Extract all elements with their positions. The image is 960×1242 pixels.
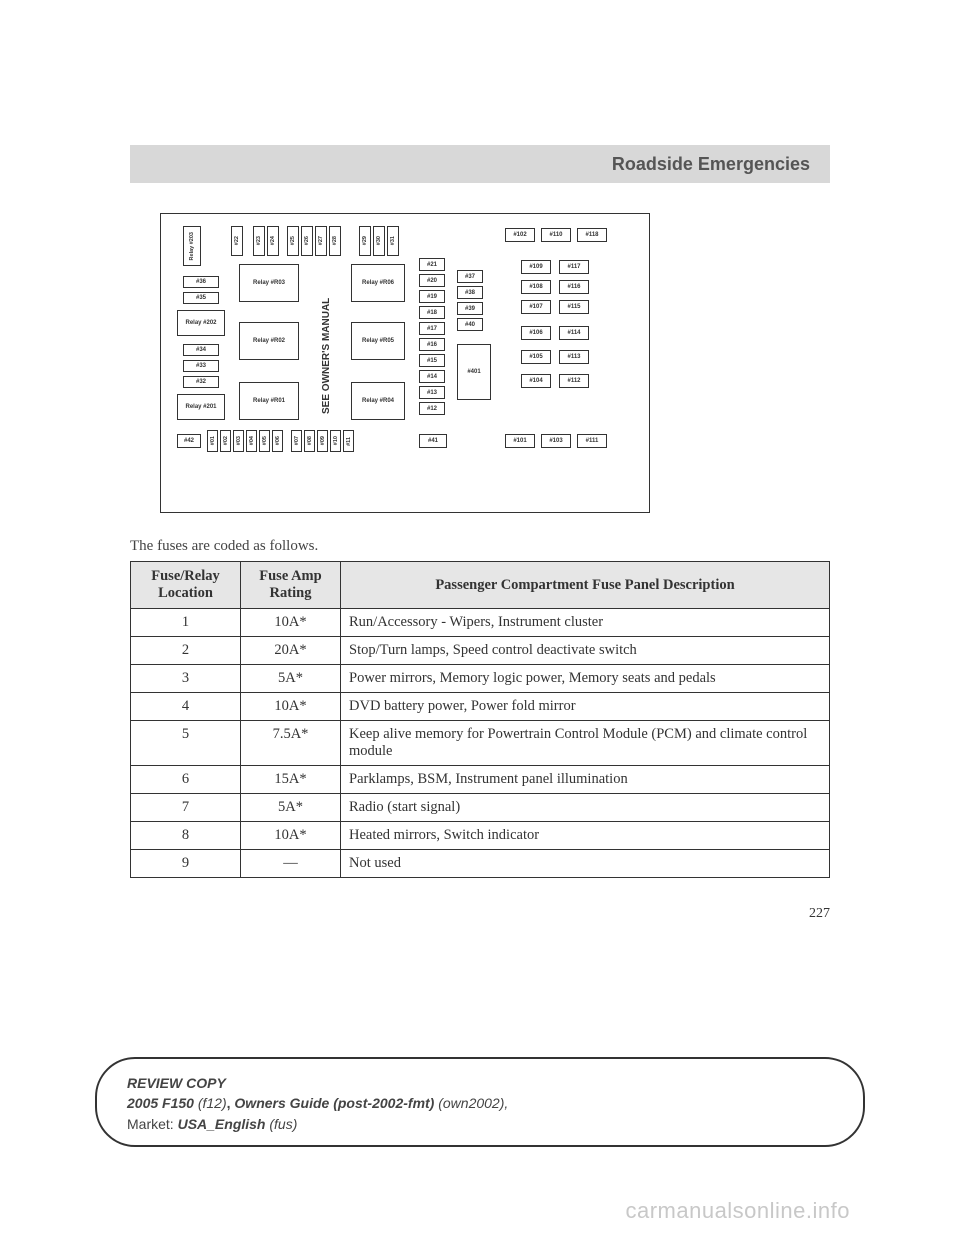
fuse-box: #21 [419,258,445,271]
fuse-box: #401 [457,344,491,400]
fuse-box: #18 [419,306,445,319]
table-row: 410A*DVD battery power, Power fold mirro… [131,693,830,721]
fuse-box: Relay #R03 [239,264,299,302]
fuse-box: #101 [505,434,535,448]
fuse-box: #06 [272,430,283,452]
fuse-box: #117 [559,260,589,274]
fuse-box: #111 [577,434,607,448]
fuse-box: #31 [387,226,399,256]
table-row: 57.5A*Keep alive memory for Powertrain C… [131,721,830,766]
fuse-box: #17 [419,322,445,335]
fuse-box: #114 [559,326,589,340]
fuse-box: #106 [521,326,551,340]
fuse-box: Relay #203 [183,226,201,266]
fuse-box: #103 [541,434,571,448]
fuse-box: #02 [220,430,231,452]
th-desc: Passenger Compartment Fuse Panel Descrip… [341,562,830,609]
watermark: carmanualsonline.info [625,1198,850,1224]
fuse-box: #26 [301,226,313,256]
fuse-box: Relay #R01 [239,382,299,420]
fuse-box: #112 [559,374,589,388]
fuse-box: #109 [521,260,551,274]
fuse-box: #107 [521,300,551,314]
fuse-box: #19 [419,290,445,303]
fuse-box: #01 [207,430,218,452]
intro-text: The fuses are coded as follows. [130,538,830,555]
fuse-box: Relay #R04 [351,382,405,420]
table-row: 75A*Radio (start signal) [131,794,830,822]
fuse-box: #14 [419,370,445,383]
fuse-box: #34 [183,344,219,356]
table-row: 35A*Power mirrors, Memory logic power, M… [131,665,830,693]
fuse-box: #108 [521,280,551,294]
fuse-box: #116 [559,280,589,294]
fuse-box: #12 [419,402,445,415]
fuse-box: #24 [267,226,279,256]
fuse-box: #15 [419,354,445,367]
fuse-box: Relay #202 [177,310,225,336]
fuse-box: #25 [287,226,299,256]
fuse-box: #105 [521,350,551,364]
footer-l1: REVIEW COPY [127,1075,226,1091]
fuse-box: #04 [246,430,257,452]
fuse-box: Relay #R02 [239,322,299,360]
fuse-box: #08 [304,430,315,452]
fuse-box: #33 [183,360,219,372]
th-rating: Fuse Amp Rating [241,562,341,609]
fuse-diagram: SEE OWNER'S MANUAL Relay #203 #36 #35 Relay… [160,213,650,513]
table-row: 220A*Stop/Turn lamps, Speed control deac… [131,637,830,665]
fuse-box: #104 [521,374,551,388]
fuse-box: #35 [183,292,219,304]
table-row: 110A*Run/Accessory - Wipers, Instrument … [131,609,830,637]
fuse-box: #110 [541,228,571,242]
diagram-center-label: SEE OWNER'S MANUAL [321,284,332,414]
fuse-box: #28 [329,226,341,256]
fuse-box: #16 [419,338,445,351]
fuse-box: #42 [177,434,201,448]
header-title: Roadside Emergencies [612,154,810,175]
footer-box: REVIEW COPY 2005 F150 (f12), Owners Guid… [95,1057,865,1147]
fuse-box: #10 [330,430,341,452]
fuse-box: #27 [315,226,327,256]
fuse-box: #113 [559,350,589,364]
table-row: 615A*Parklamps, BSM, Instrument panel il… [131,766,830,794]
fuse-box: #22 [231,226,243,256]
fuse-box: #37 [457,270,483,283]
table-row: 9—Not used [131,850,830,878]
fuse-box: #05 [259,430,270,452]
fuse-box: #13 [419,386,445,399]
page-number: 227 [130,906,830,922]
fuse-box: #11 [343,430,354,452]
fuse-box: #41 [419,434,447,448]
fuse-box: Relay #201 [177,394,225,420]
table-row: 810A*Heated mirrors, Switch indicator [131,822,830,850]
fuse-box: #03 [233,430,244,452]
fuse-box: #07 [291,430,302,452]
fuse-box: #29 [359,226,371,256]
fuse-box: #20 [419,274,445,287]
fuse-box: #30 [373,226,385,256]
fuse-box: #40 [457,318,483,331]
fuse-box: #118 [577,228,607,242]
fuse-box: #102 [505,228,535,242]
fuse-box: #32 [183,376,219,388]
fuse-box: #09 [317,430,328,452]
header-bar: Roadside Emergencies [130,145,830,183]
fuse-box: Relay #R05 [351,322,405,360]
fuse-box: #115 [559,300,589,314]
fuse-box: #39 [457,302,483,315]
fuse-box: #23 [253,226,265,256]
fuse-box: Relay #R06 [351,264,405,302]
th-location: Fuse/Relay Location [131,562,241,609]
fuse-box: #38 [457,286,483,299]
fuse-box: #36 [183,276,219,288]
fuse-table: Fuse/Relay Location Fuse Amp Rating Pass… [130,561,830,878]
